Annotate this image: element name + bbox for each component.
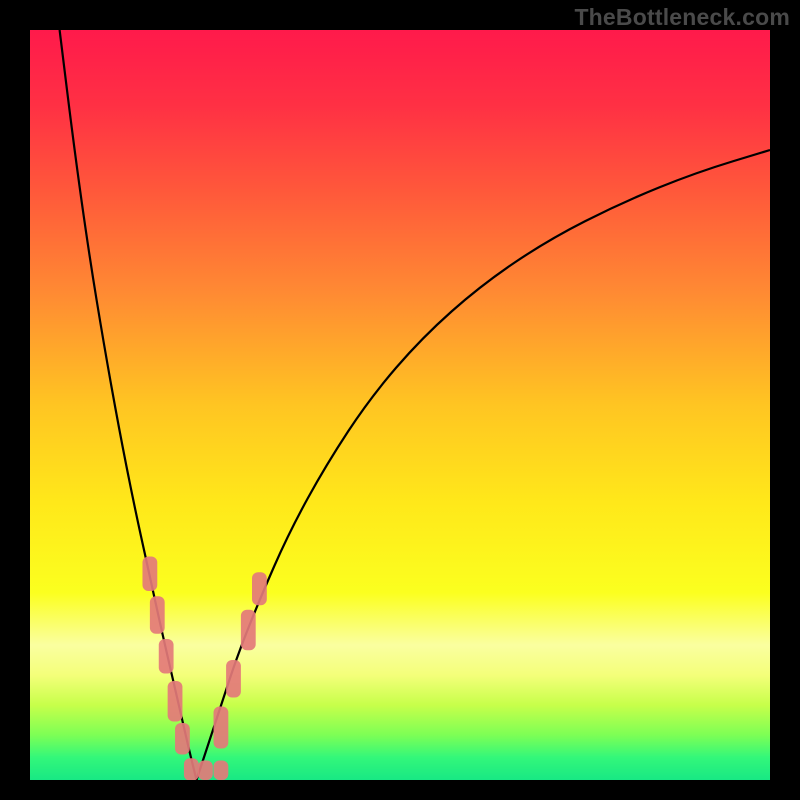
data-marker [150, 596, 165, 634]
data-markers [142, 557, 266, 781]
curve-layer [30, 30, 770, 780]
curve-left-branch [60, 30, 197, 780]
data-marker [198, 761, 213, 781]
data-marker [226, 660, 241, 698]
data-marker [252, 572, 267, 605]
data-marker [214, 707, 229, 749]
data-marker [142, 557, 157, 592]
data-marker [241, 610, 256, 651]
curve-right-branch [197, 150, 771, 780]
data-marker [184, 758, 199, 780]
watermark-text: TheBottleneck.com [574, 4, 790, 31]
plot-area [30, 30, 770, 780]
data-marker [214, 761, 229, 781]
data-marker [175, 723, 190, 755]
data-marker [159, 639, 174, 674]
chart-frame: TheBottleneck.com [0, 0, 800, 800]
data-marker [168, 681, 183, 722]
